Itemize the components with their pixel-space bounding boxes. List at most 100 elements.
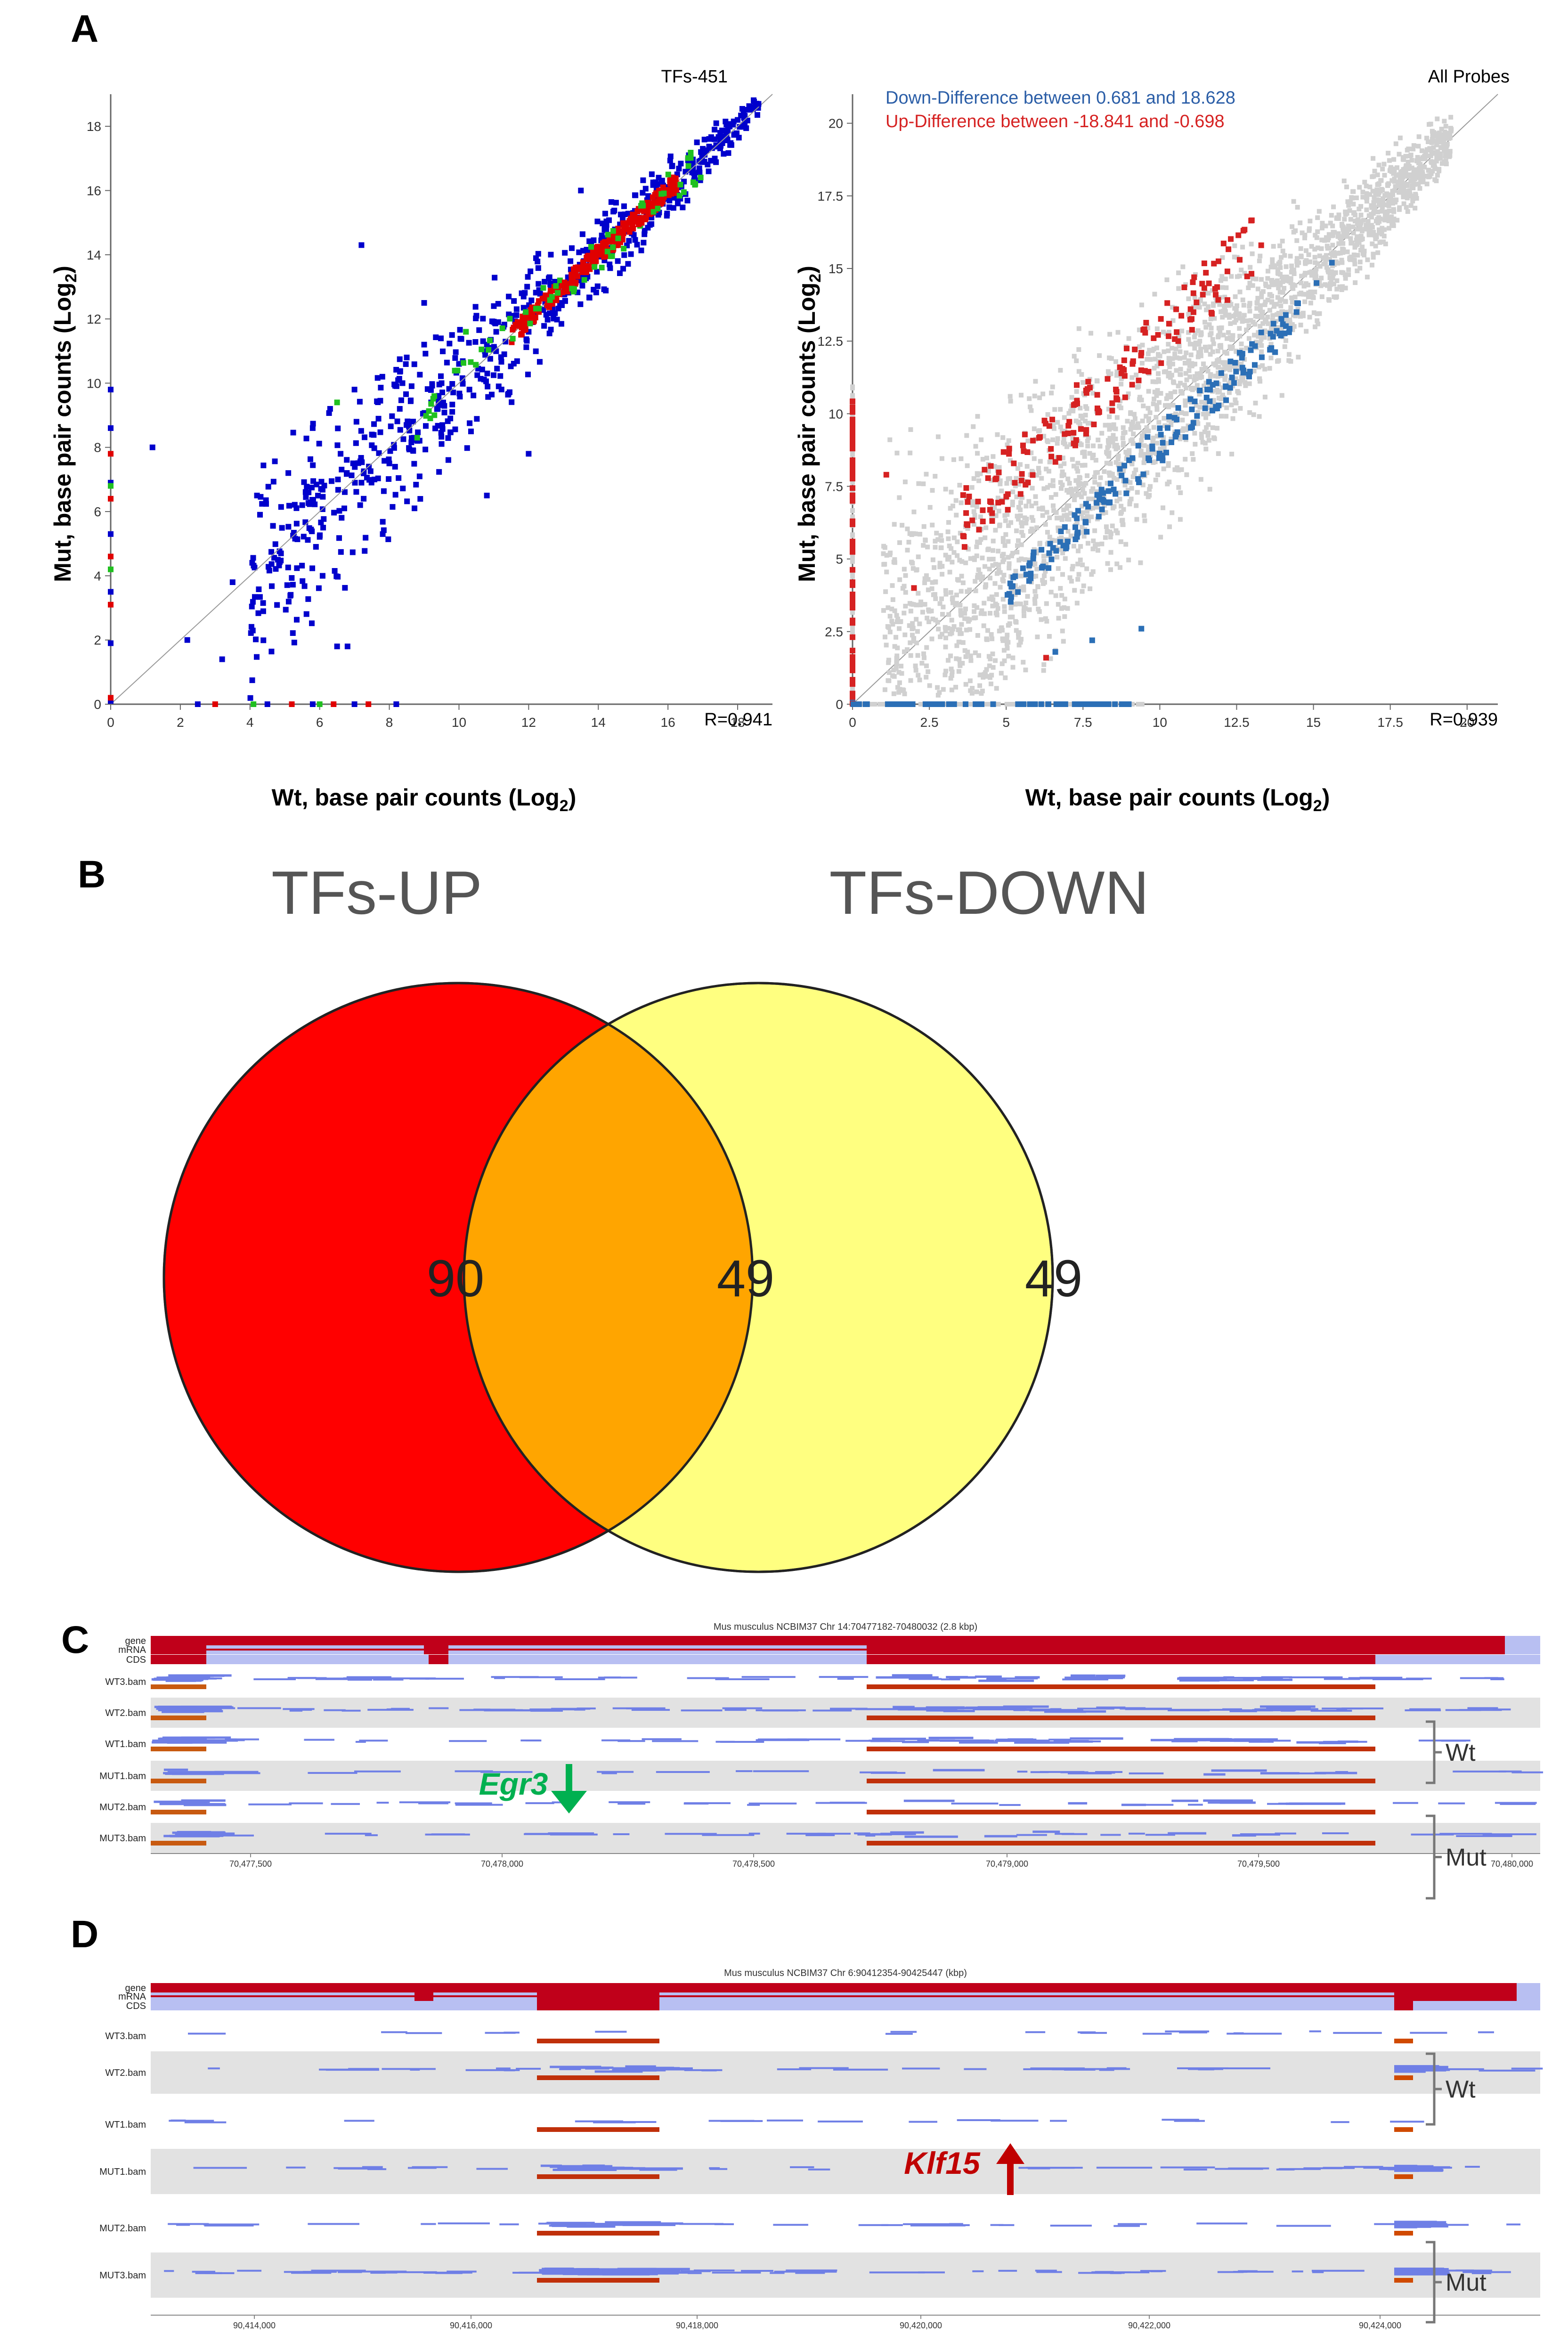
read xyxy=(504,2069,515,2072)
background-point xyxy=(1325,283,1330,288)
background-point xyxy=(1108,471,1113,476)
background-point xyxy=(1376,203,1381,208)
background-point xyxy=(1085,509,1090,514)
read xyxy=(1070,1674,1096,1677)
background-point xyxy=(943,588,948,593)
background-point xyxy=(1162,369,1167,374)
background-point xyxy=(1240,317,1245,322)
data-point xyxy=(1006,451,1012,457)
data-point xyxy=(535,251,541,257)
background-point xyxy=(959,589,964,594)
background-point xyxy=(1141,403,1146,408)
background-point xyxy=(1222,303,1227,309)
background-point xyxy=(1224,363,1229,368)
data-point xyxy=(260,608,266,614)
background-point xyxy=(1028,404,1033,409)
background-point xyxy=(1271,282,1276,287)
background-point xyxy=(968,702,974,707)
background-point xyxy=(1018,500,1024,505)
background-point xyxy=(1099,431,1105,436)
read xyxy=(1482,1833,1536,1836)
background-point xyxy=(1397,135,1403,140)
background-point xyxy=(1269,299,1275,304)
data-point xyxy=(1202,405,1208,411)
background-point xyxy=(1092,474,1097,480)
data-point xyxy=(1146,369,1152,375)
background-point xyxy=(1308,259,1313,264)
read xyxy=(642,1738,682,1740)
left-r-label: R=0.941 xyxy=(704,710,772,730)
read xyxy=(184,1675,225,1677)
background-point xyxy=(939,596,944,602)
background-point xyxy=(1062,415,1067,420)
cds-feature xyxy=(429,1655,448,1664)
data-point xyxy=(649,171,655,177)
background-point xyxy=(1313,233,1318,238)
data-point xyxy=(349,549,356,555)
data-point xyxy=(1187,317,1194,323)
read xyxy=(253,1678,296,1681)
background-point xyxy=(1295,204,1300,210)
read xyxy=(550,1833,598,1836)
data-point xyxy=(1085,379,1091,385)
background-point xyxy=(1237,312,1242,317)
data-point xyxy=(299,502,305,508)
read xyxy=(747,1804,760,1806)
background-point xyxy=(1269,293,1274,299)
data-point xyxy=(497,373,504,379)
background-point xyxy=(1008,520,1013,525)
background-point xyxy=(1355,252,1360,258)
background-point xyxy=(1279,393,1284,398)
data-point xyxy=(421,342,427,348)
background-point xyxy=(1442,119,1447,124)
data-point xyxy=(1166,333,1172,339)
data-point xyxy=(1073,382,1080,388)
background-point xyxy=(1279,275,1284,280)
right-r-label: R=0.939 xyxy=(1430,710,1498,730)
data-point xyxy=(501,351,507,358)
read xyxy=(598,1676,637,1679)
data-point xyxy=(850,603,855,610)
background-point xyxy=(1375,172,1380,178)
background-point xyxy=(940,572,945,577)
background-point xyxy=(1176,467,1181,472)
data-point xyxy=(1240,370,1246,376)
data-point xyxy=(307,456,313,462)
background-point xyxy=(983,670,988,675)
data-point xyxy=(850,431,855,438)
read xyxy=(470,1803,491,1805)
background-point xyxy=(960,640,966,645)
background-point xyxy=(1042,573,1047,578)
data-point xyxy=(1031,549,1037,555)
background-point xyxy=(1084,566,1089,571)
data-point xyxy=(750,97,756,103)
background-point xyxy=(1211,341,1216,346)
background-point xyxy=(1059,535,1064,540)
data-point xyxy=(369,431,375,438)
background-point xyxy=(1006,523,1011,528)
background-point xyxy=(1395,218,1400,223)
background-point xyxy=(956,640,961,645)
background-point xyxy=(1008,702,1014,707)
background-point xyxy=(1166,356,1171,361)
background-point xyxy=(1323,260,1328,265)
background-point xyxy=(943,628,948,634)
data-point xyxy=(388,423,394,430)
background-point xyxy=(959,500,964,505)
background-point xyxy=(1348,199,1353,204)
data-point xyxy=(1146,455,1152,461)
background-point xyxy=(976,567,981,572)
background-point xyxy=(1003,518,1008,523)
read xyxy=(766,2119,803,2122)
background-point xyxy=(1232,306,1237,311)
background-point xyxy=(1307,315,1312,320)
data-point xyxy=(219,656,225,662)
data-point xyxy=(417,372,423,378)
background-point xyxy=(1394,173,1399,178)
left-x-axis-label: Wt, base pair counts (Log2) xyxy=(272,784,577,815)
data-point xyxy=(685,155,691,161)
background-point xyxy=(1080,589,1085,594)
background-point xyxy=(1408,153,1414,158)
data-point xyxy=(493,329,499,335)
background-point xyxy=(1108,567,1113,572)
